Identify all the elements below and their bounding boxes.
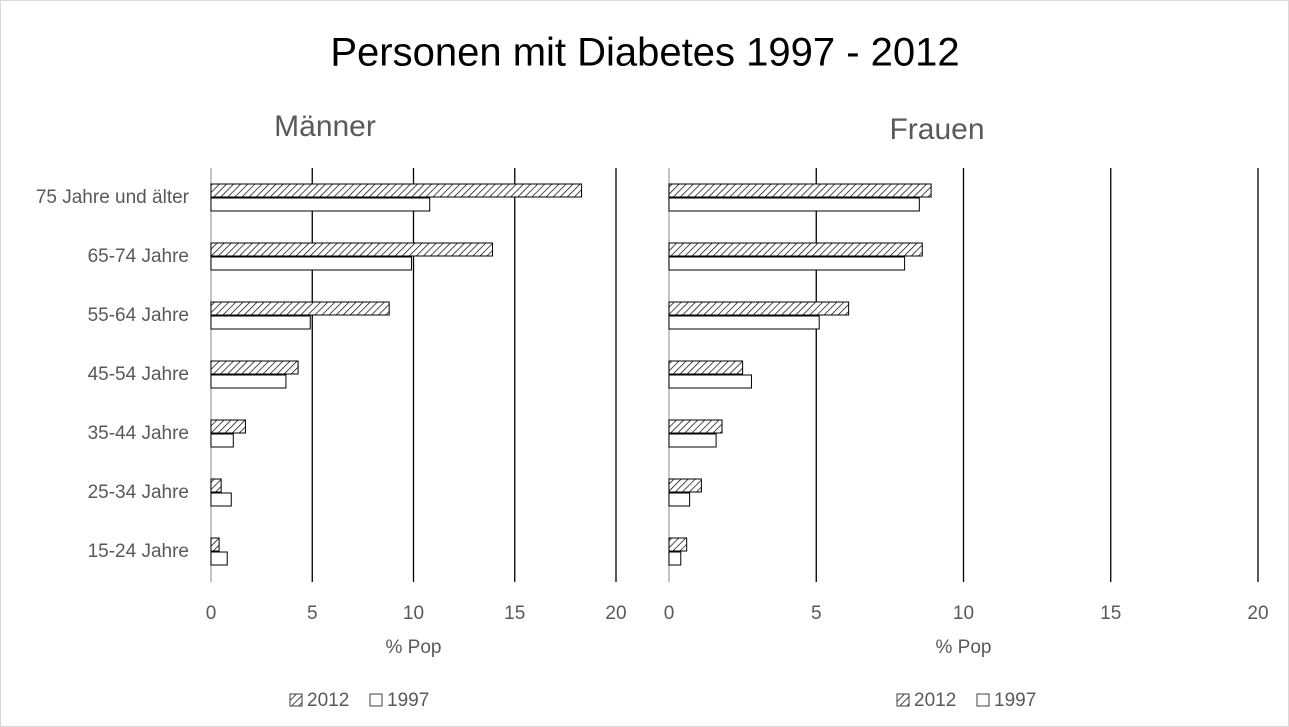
y-tick-label: 55-64 Jahre xyxy=(88,305,189,326)
bar xyxy=(210,315,311,330)
bar xyxy=(210,301,390,316)
bar xyxy=(668,256,906,271)
bar xyxy=(668,478,702,493)
x-axis-label: % Pop xyxy=(386,637,442,658)
bar xyxy=(210,492,232,507)
bar xyxy=(210,256,412,271)
y-tick-label: 35-44 Jahre xyxy=(88,423,189,444)
y-tick-label: 15-24 Jahre xyxy=(88,541,189,562)
bar xyxy=(668,360,744,375)
bar xyxy=(210,433,234,448)
x-tick-label: 20 xyxy=(605,603,626,624)
x-tick-label: 10 xyxy=(953,603,974,624)
legend-label: 2012 xyxy=(307,690,349,711)
legend-label: 1997 xyxy=(994,690,1036,711)
legend-swatch xyxy=(896,693,910,707)
bar xyxy=(668,433,717,448)
legend-swatch xyxy=(976,693,990,707)
bar xyxy=(668,183,932,198)
chart-title: Personen mit Diabetes 1997 - 2012 xyxy=(330,31,959,75)
bar xyxy=(210,183,583,198)
x-tick-label: 15 xyxy=(504,603,525,624)
bar xyxy=(210,419,246,434)
bar xyxy=(668,315,820,330)
bar xyxy=(210,478,222,493)
bar xyxy=(210,374,287,389)
y-tick-label: 75 Jahre und älter xyxy=(36,187,190,208)
legend-label: 1997 xyxy=(387,690,429,711)
bar xyxy=(210,197,431,212)
bar xyxy=(668,197,920,212)
bar xyxy=(668,551,682,566)
bar xyxy=(210,360,299,375)
x-tick-label: 10 xyxy=(403,603,424,624)
panel-title: Männer xyxy=(274,110,376,143)
y-tick-label: 25-34 Jahre xyxy=(88,482,189,503)
x-tick-label: 5 xyxy=(811,603,822,624)
bar xyxy=(668,492,691,507)
legend-swatch xyxy=(289,693,303,707)
legend-swatch xyxy=(369,693,383,707)
bar xyxy=(668,537,688,552)
bar xyxy=(668,242,923,257)
bar xyxy=(668,301,850,316)
y-tick-label: 45-54 Jahre xyxy=(88,364,189,385)
y-tick-label: 65-74 Jahre xyxy=(88,246,189,267)
bar xyxy=(210,551,228,566)
legend-label: 2012 xyxy=(914,690,956,711)
panel-title: Frauen xyxy=(889,113,984,146)
x-axis-label: % Pop xyxy=(936,637,992,658)
x-tick-label: 15 xyxy=(1100,603,1121,624)
bar xyxy=(668,374,752,389)
x-tick-label: 20 xyxy=(1247,603,1268,624)
bar xyxy=(210,537,220,552)
bar xyxy=(668,419,723,434)
x-tick-label: 0 xyxy=(206,603,217,624)
x-tick-label: 0 xyxy=(664,603,675,624)
x-tick-label: 5 xyxy=(307,603,318,624)
bar xyxy=(210,242,493,257)
